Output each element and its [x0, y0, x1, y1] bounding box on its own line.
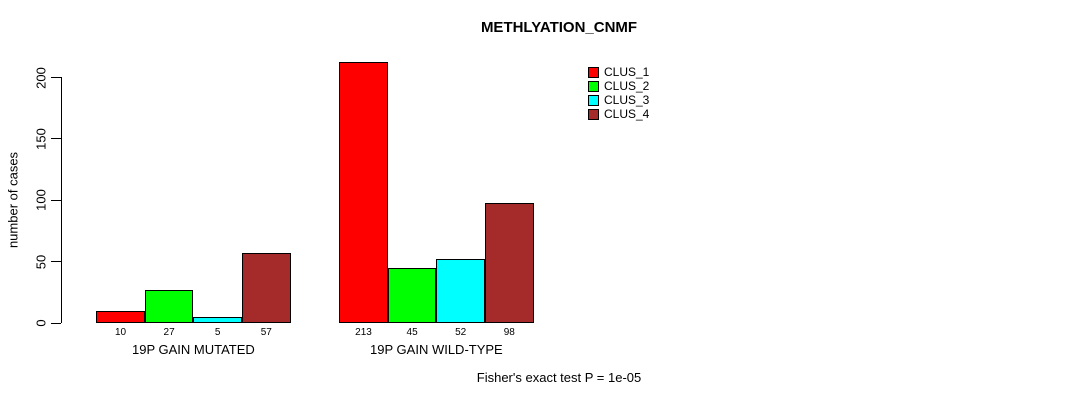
legend-swatch-clus_2	[588, 80, 599, 92]
y-axis-tick-label: 150	[33, 128, 49, 150]
y-axis-tick-label: 0	[33, 319, 49, 327]
legend-swatch-clus_1	[588, 66, 599, 78]
bar-clus_2-mutated	[144, 289, 194, 323]
x-axis-group-label: 19P GAIN MUTATED	[131, 342, 255, 357]
y-axis-tick	[51, 77, 61, 78]
bar-value-label: 10	[114, 327, 127, 338]
y-axis-tick	[51, 138, 61, 140]
bar-clus_2-wild-type	[387, 267, 437, 323]
legend-item: CLUS_4	[588, 107, 649, 121]
chart-title: METHLYATION_CNMF	[480, 19, 638, 36]
y-axis-title: number of cases	[5, 151, 21, 249]
bar-value-label: 45	[406, 327, 418, 338]
x-axis-group-label: 19P GAIN WILD-TYPE	[370, 342, 503, 357]
legend-item: CLUS_3	[588, 93, 649, 107]
bar-value-label: 27	[163, 327, 175, 338]
y-axis-tick	[51, 261, 61, 263]
bar-value-label: 52	[455, 327, 467, 338]
bar-value-label: 98	[503, 327, 515, 338]
bar-clus_4-mutated	[242, 253, 291, 323]
bar-value-label: 57	[260, 327, 272, 338]
y-axis-tick	[51, 322, 61, 324]
legend-label: CLUS_2	[604, 79, 650, 93]
bar-value-label: 5	[214, 327, 221, 338]
legend-swatch-clus_3	[588, 94, 599, 106]
legend-label: CLUS_1	[604, 65, 650, 79]
bar-clus_3-wild-type	[436, 259, 485, 323]
fishers-test-annotation: Fisher's exact test P = 1e-05	[476, 370, 642, 385]
legend-item: CLUS_1	[588, 65, 649, 79]
y-axis-tick-label: 50	[33, 254, 49, 269]
legend-item: CLUS_2	[588, 79, 649, 93]
y-axis-tick-label: 100	[33, 189, 49, 212]
bar-clus_4-wild-type	[485, 202, 534, 323]
bar-clus_3-mutated	[193, 316, 242, 323]
y-axis-line	[61, 77, 62, 323]
bar-clus_1-mutated	[96, 310, 145, 323]
bar-clus_1-wild-type	[339, 61, 388, 323]
legend-label: CLUS_4	[604, 107, 650, 121]
y-axis-tick	[51, 199, 61, 201]
y-axis-tick-label: 200	[33, 66, 49, 89]
legend-label: CLUS_3	[604, 93, 650, 107]
legend-swatch-clus_4	[588, 108, 599, 120]
bar-value-label: 213	[355, 327, 372, 338]
